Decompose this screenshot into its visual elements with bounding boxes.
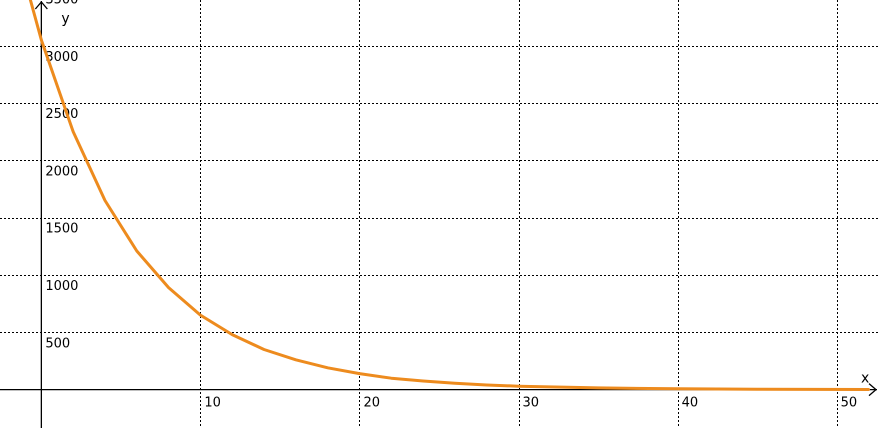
y-axis-label: y — [61, 11, 69, 27]
y-tick-label: 2500 — [45, 107, 78, 122]
x-tick-labels: 10 20 30 40 50 — [204, 396, 857, 411]
series-group — [28, 0, 870, 391]
x-tick-label: 30 — [523, 396, 540, 411]
y-tick-label: 3000 — [45, 50, 78, 65]
y-tick-labels: 500 1000 1500 2000 2500 3000 — [45, 50, 78, 351]
x-tick-label: 40 — [682, 396, 699, 411]
x-tick-label: 10 — [204, 396, 221, 411]
series-line — [28, 0, 870, 391]
y-axis-arrowhead — [34, 1, 48, 10]
x-tick-label: 20 — [363, 396, 380, 411]
y-tick-label: 1500 — [45, 222, 78, 237]
x-axis-arrowhead — [868, 383, 877, 397]
x-tick-label: 50 — [841, 396, 858, 411]
y-tick-label: 1000 — [45, 279, 78, 294]
y-tick-label: 2000 — [45, 164, 78, 179]
y-tick-label-partial: 3500 — [45, 0, 78, 8]
x-axis-label: x — [861, 371, 869, 387]
y-tick-label: 500 — [45, 336, 70, 351]
